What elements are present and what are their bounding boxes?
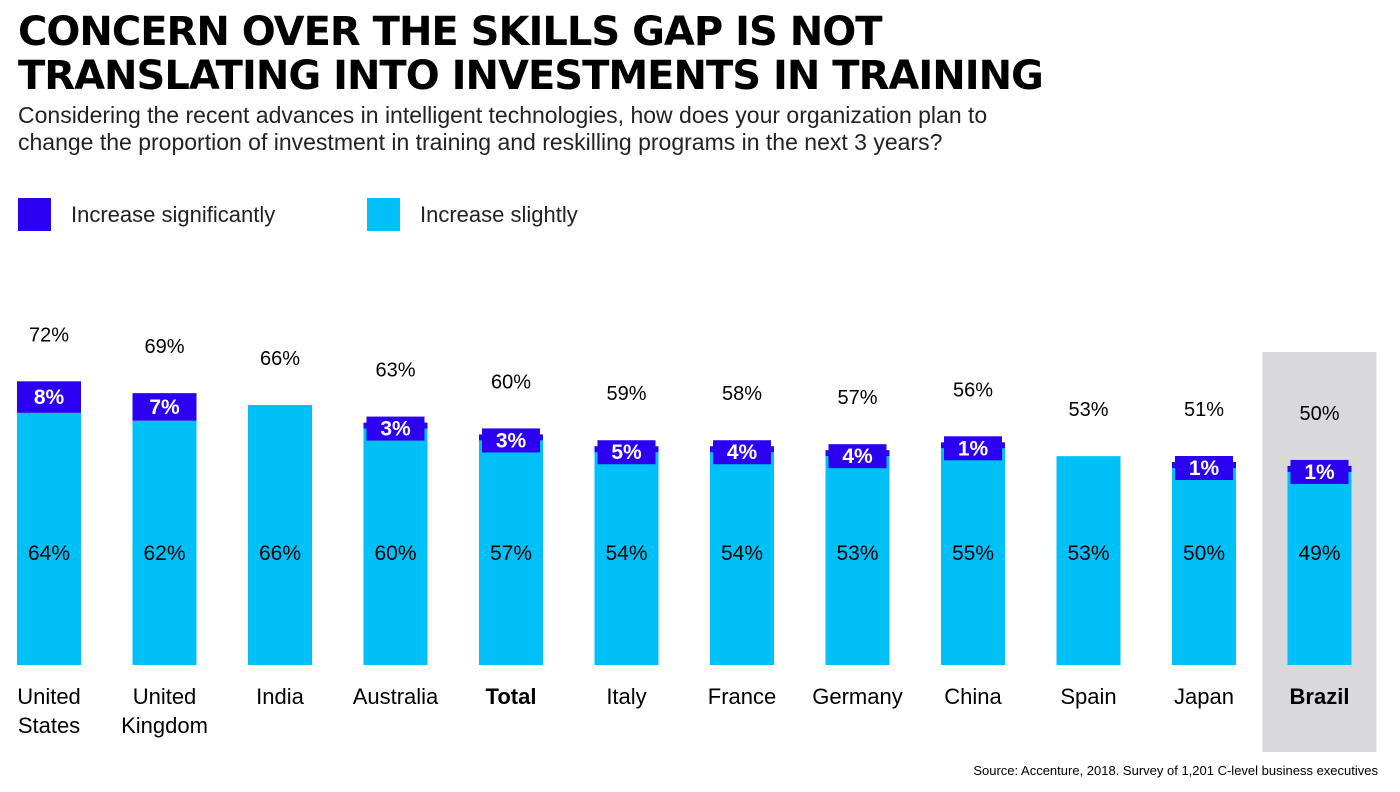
title-line-1: CONCERN OVER THE SKILLS GAP IS NOT bbox=[18, 9, 882, 55]
label-significantly-united-kingdom: 7% bbox=[149, 396, 180, 419]
bar-significantly-badge-italy bbox=[597, 440, 656, 465]
label-total-germany: 57% bbox=[837, 387, 877, 409]
bar-slightly-china bbox=[941, 448, 1005, 665]
bar-slightly-germany bbox=[825, 456, 890, 665]
label-slightly-japan: 50% bbox=[1183, 542, 1225, 565]
legend-swatch-significantly bbox=[18, 198, 51, 231]
category-label-germany: Germany bbox=[812, 684, 902, 709]
label-significantly-france: 4% bbox=[727, 441, 758, 464]
label-slightly-total: 57% bbox=[490, 542, 532, 565]
label-total-total: 60% bbox=[491, 371, 531, 393]
bar-significantly-badge-australia bbox=[366, 416, 425, 441]
category-label-japan: Japan bbox=[1174, 684, 1234, 709]
bar-slightly-france bbox=[710, 452, 774, 665]
label-significantly-germany: 4% bbox=[842, 445, 873, 468]
category-label-spain: Spain bbox=[1060, 684, 1116, 709]
label-slightly-italy: 54% bbox=[605, 542, 647, 565]
label-significantly-italy: 5% bbox=[611, 441, 642, 464]
bar-slightly-united-kingdom bbox=[132, 420, 197, 665]
label-significantly-australia: 3% bbox=[380, 418, 411, 441]
label-slightly-france: 54% bbox=[721, 542, 763, 565]
bar-significantly-united-kingdom bbox=[132, 393, 197, 421]
bar-significantly-badge-japan bbox=[1175, 456, 1233, 480]
label-slightly-india: 66% bbox=[259, 542, 301, 565]
bar-significantly-badge-brazil bbox=[1290, 459, 1349, 484]
category-label-united-states-1: United bbox=[17, 684, 81, 709]
category-label-united-kingdom-1: United bbox=[133, 684, 197, 709]
label-slightly-united-states: 64% bbox=[28, 542, 70, 565]
category-label-india: India bbox=[256, 684, 304, 709]
source-note: Source: Accenture, 2018. Survey of 1,201… bbox=[973, 763, 1378, 778]
bar-slightly-italy bbox=[594, 452, 659, 665]
category-label-italy: Italy bbox=[606, 684, 646, 709]
bar-slightly-australia bbox=[363, 428, 428, 665]
bar-slightly-india bbox=[248, 404, 312, 665]
category-label-brazil: Brazil bbox=[1290, 684, 1350, 709]
label-slightly-spain: 53% bbox=[1067, 542, 1109, 565]
bar-slightly-total bbox=[479, 440, 543, 665]
label-total-spain: 53% bbox=[1068, 399, 1108, 421]
category-label-china: China bbox=[944, 684, 1002, 709]
bar-significantly-badge-germany bbox=[828, 444, 887, 469]
label-total-china: 56% bbox=[953, 379, 993, 401]
label-total-united-kingdom: 69% bbox=[144, 336, 184, 358]
legend-label-significantly: Increase significantly bbox=[71, 201, 276, 227]
label-significantly-total: 3% bbox=[496, 429, 527, 452]
category-label-france: France bbox=[708, 684, 776, 709]
bar-slightly-united-states bbox=[17, 412, 81, 665]
chart-title: CONCERN OVER THE SKILLS GAP IS NOT TRANS… bbox=[18, 9, 1044, 99]
label-total-france: 58% bbox=[722, 383, 762, 405]
label-total-united-states: 72% bbox=[29, 324, 69, 346]
bar-slightly-japan bbox=[1172, 468, 1236, 665]
legend-swatch-slightly bbox=[367, 198, 400, 231]
label-total-australia: 63% bbox=[375, 360, 415, 382]
label-slightly-australia: 60% bbox=[374, 542, 416, 565]
chart-subtitle: Considering the recent advances in intel… bbox=[18, 102, 987, 156]
category-label-united-kingdom-2: Kingdom bbox=[121, 713, 208, 738]
label-total-brazil: 50% bbox=[1299, 403, 1339, 425]
title-line-2: TRANSLATING INTO INVESTMENTS IN TRAINING bbox=[18, 53, 1044, 99]
label-slightly-china: 55% bbox=[952, 542, 994, 565]
category-label-united-states-2: States bbox=[18, 713, 80, 738]
label-slightly-brazil: 49% bbox=[1298, 542, 1340, 565]
label-total-india: 66% bbox=[260, 348, 300, 370]
legend-item-increase-significantly: Increase significantly bbox=[18, 198, 275, 231]
bar-slightly-spain bbox=[1056, 456, 1121, 665]
label-significantly-united-states: 8% bbox=[34, 386, 65, 409]
bar-significantly-badge-china bbox=[944, 436, 1002, 461]
legend-label-slightly: Increase slightly bbox=[420, 201, 578, 227]
subtitle-line-2: change the proportion of investment in t… bbox=[18, 129, 943, 155]
subtitle-line-1: Considering the recent advances in intel… bbox=[18, 102, 988, 128]
label-slightly-germany: 53% bbox=[836, 542, 878, 565]
label-significantly-brazil: 1% bbox=[1304, 461, 1335, 484]
bar-significantly-badge-france bbox=[713, 440, 771, 465]
label-total-japan: 51% bbox=[1184, 399, 1224, 421]
label-significantly-china: 1% bbox=[958, 437, 989, 460]
bar-significantly-united-states bbox=[17, 381, 81, 413]
bar-slightly-brazil bbox=[1287, 471, 1352, 665]
bar-significantly-badge-total bbox=[482, 428, 540, 453]
category-label-total: Total bbox=[486, 684, 537, 709]
legend-item-increase-slightly: Increase slightly bbox=[367, 198, 578, 231]
category-label-australia: Australia bbox=[353, 684, 439, 709]
label-slightly-united-kingdom: 62% bbox=[143, 542, 185, 565]
label-significantly-japan: 1% bbox=[1189, 457, 1220, 480]
label-total-italy: 59% bbox=[606, 383, 646, 405]
